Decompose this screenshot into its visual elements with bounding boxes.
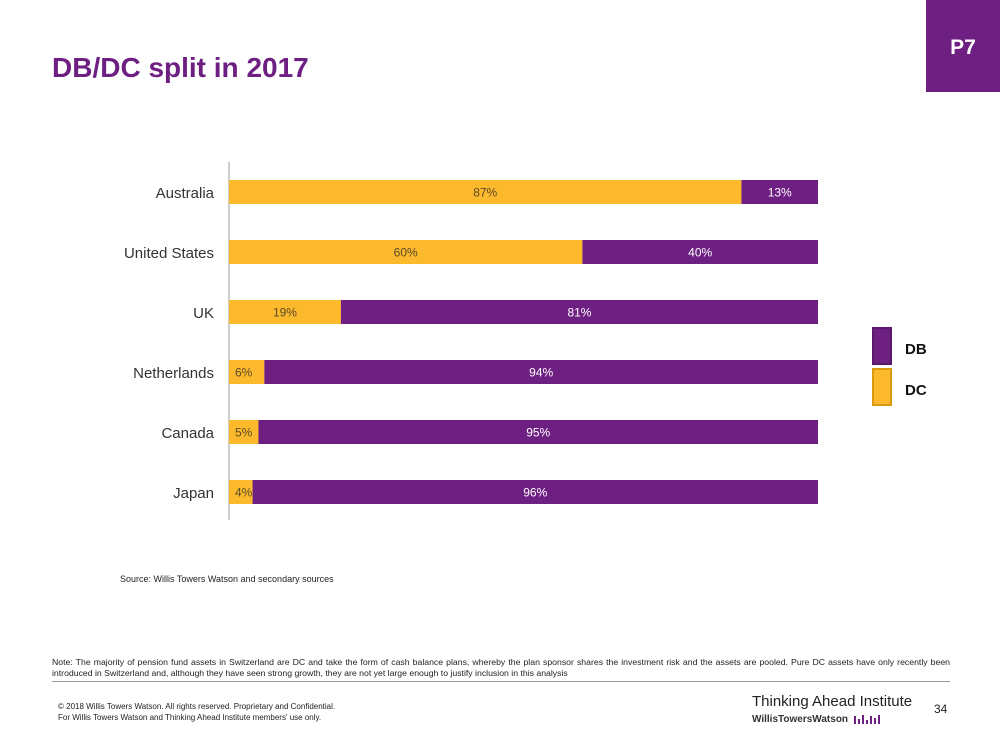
- legend-label-db: DB: [905, 341, 927, 358]
- bar-db-united-states: [582, 240, 818, 264]
- data-label-dc-australia: 87%: [473, 186, 497, 200]
- page-number: 34: [934, 702, 948, 716]
- bar-dc-united-states: [229, 240, 583, 264]
- brand-subtitle: WillisTowersWatson: [752, 714, 849, 725]
- bar-dc-uk: [229, 300, 341, 324]
- data-label-dc-canada: 5%: [235, 426, 253, 440]
- data-label-db-uk: 81%: [567, 306, 591, 320]
- bar-dc-canada: [229, 420, 259, 444]
- bar-db-uk: [340, 300, 818, 324]
- legend-label-dc: DC: [905, 382, 927, 399]
- brand-subtitle-row: WillisTowersWatson: [752, 714, 912, 725]
- data-label-dc-uk: 19%: [273, 306, 297, 320]
- bar-dc-netherlands: [229, 360, 265, 384]
- data-label-db-canada: 95%: [526, 426, 550, 440]
- bar-db-netherlands: [264, 360, 819, 384]
- data-label-dc-netherlands: 6%: [235, 366, 253, 380]
- legend-swatch-dc: [872, 368, 892, 406]
- category-label-australia: Australia: [156, 185, 215, 202]
- page-title: DB/DC split in 2017: [52, 52, 309, 83]
- page-badge: P7: [926, 0, 1000, 92]
- category-label-canada: Canada: [161, 425, 214, 442]
- brand-title: Thinking Ahead Institute: [752, 693, 913, 710]
- footnote: Note: The majority of pension fund asset…: [52, 657, 950, 682]
- bar-db-japan: [252, 480, 818, 504]
- data-label-db-netherlands: 94%: [529, 366, 553, 380]
- category-label-netherlands: Netherlands: [133, 365, 214, 382]
- data-label-dc-japan: 4%: [235, 486, 253, 500]
- category-label-uk: UK: [193, 305, 214, 322]
- copyright-line-2: For Willis Towers Watson and Thinking Ah…: [58, 713, 322, 722]
- data-label-db-australia: 13%: [768, 186, 792, 200]
- data-label-dc-united-states: 60%: [394, 246, 418, 260]
- copyright-line-1: © 2018 Willis Towers Watson. All rights …: [58, 702, 336, 711]
- brand-mark-icon: [854, 715, 881, 724]
- legend-swatch-db: [872, 327, 892, 365]
- category-label-united-states: United States: [124, 245, 214, 262]
- source-note: Source: Willis Towers Watson and seconda…: [120, 574, 334, 584]
- data-label-db-united-states: 40%: [688, 246, 712, 260]
- dc-db-bar-chart: Australia 87% 13% United States 60% 40% UK 19% 8…: [124, 162, 819, 520]
- bar-dc-australia: [229, 180, 742, 204]
- bar-db-australia: [741, 180, 818, 204]
- copyright: © 2018 Willis Towers Watson. All rights …: [58, 701, 335, 723]
- data-label-db-japan: 96%: [523, 486, 547, 500]
- category-label-japan: Japan: [173, 485, 214, 502]
- brand-logo: Thinking Ahead Institute WillisTowersWat…: [752, 693, 912, 725]
- bar-db-canada: [258, 420, 818, 444]
- bar-dc-japan: [229, 480, 253, 504]
